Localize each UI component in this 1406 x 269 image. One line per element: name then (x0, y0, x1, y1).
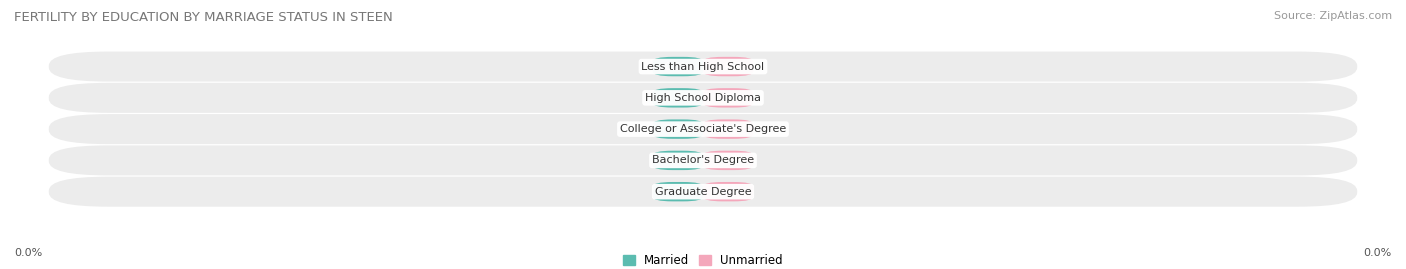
Text: 0.0%: 0.0% (665, 187, 690, 197)
Text: Less than High School: Less than High School (641, 62, 765, 72)
Text: College or Associate's Degree: College or Associate's Degree (620, 124, 786, 134)
Text: 0.0%: 0.0% (14, 248, 42, 258)
Text: 0.0%: 0.0% (716, 124, 741, 134)
Text: 0.0%: 0.0% (716, 155, 741, 165)
FancyBboxPatch shape (652, 119, 703, 139)
Text: 0.0%: 0.0% (716, 93, 741, 103)
FancyBboxPatch shape (49, 114, 1357, 144)
Legend: Married, Unmarried: Married, Unmarried (619, 249, 787, 269)
FancyBboxPatch shape (49, 145, 1357, 175)
FancyBboxPatch shape (652, 88, 703, 108)
FancyBboxPatch shape (49, 177, 1357, 207)
FancyBboxPatch shape (703, 88, 754, 108)
Text: Bachelor's Degree: Bachelor's Degree (652, 155, 754, 165)
Text: 0.0%: 0.0% (665, 93, 690, 103)
FancyBboxPatch shape (49, 52, 1357, 82)
Text: 0.0%: 0.0% (665, 62, 690, 72)
Text: 0.0%: 0.0% (716, 187, 741, 197)
Text: 0.0%: 0.0% (665, 124, 690, 134)
FancyBboxPatch shape (652, 182, 703, 201)
Text: Source: ZipAtlas.com: Source: ZipAtlas.com (1274, 11, 1392, 21)
FancyBboxPatch shape (49, 83, 1357, 113)
Text: FERTILITY BY EDUCATION BY MARRIAGE STATUS IN STEEN: FERTILITY BY EDUCATION BY MARRIAGE STATU… (14, 11, 392, 24)
FancyBboxPatch shape (652, 57, 703, 76)
FancyBboxPatch shape (703, 182, 754, 201)
FancyBboxPatch shape (652, 151, 703, 170)
FancyBboxPatch shape (703, 119, 754, 139)
Text: Graduate Degree: Graduate Degree (655, 187, 751, 197)
FancyBboxPatch shape (703, 151, 754, 170)
Text: 0.0%: 0.0% (716, 62, 741, 72)
Text: High School Diploma: High School Diploma (645, 93, 761, 103)
Text: 0.0%: 0.0% (665, 155, 690, 165)
Text: 0.0%: 0.0% (1364, 248, 1392, 258)
FancyBboxPatch shape (703, 57, 754, 76)
